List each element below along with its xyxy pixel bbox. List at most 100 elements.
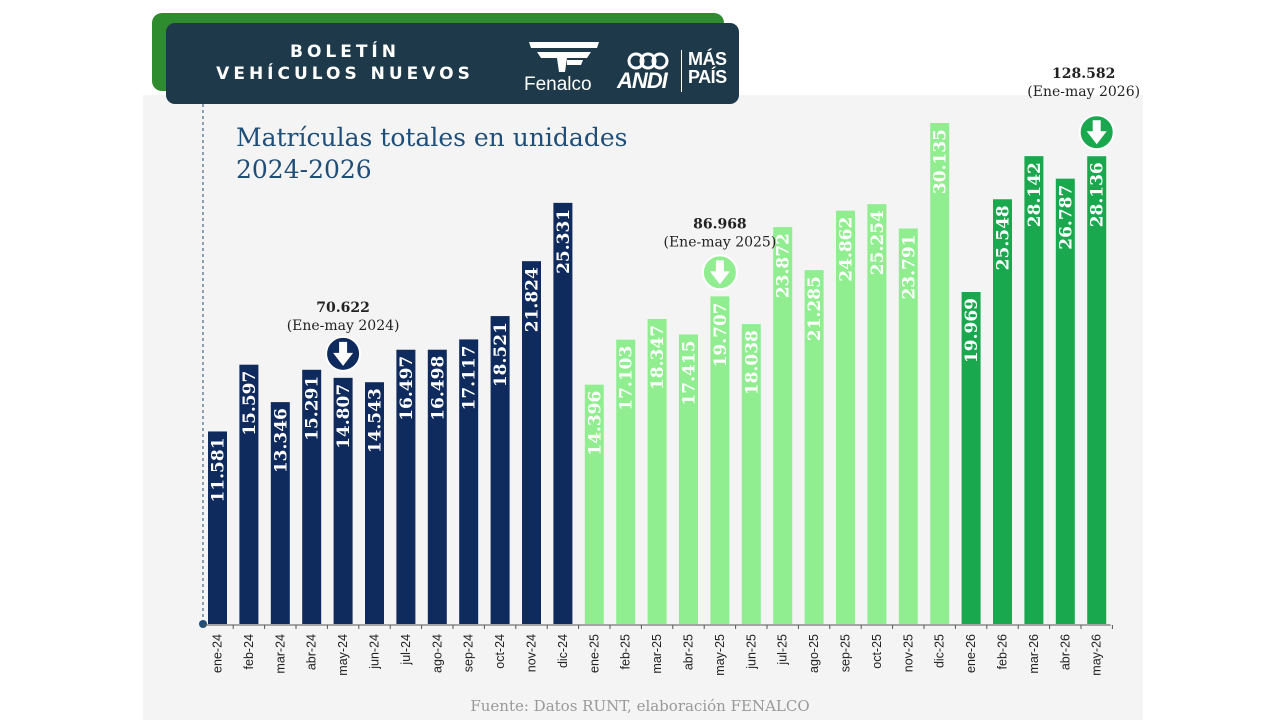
bar-ene-24 [208, 431, 227, 624]
mas-pais-line2: PAÍS [688, 67, 727, 87]
annotation-period: (Ene-may 2026) [1027, 84, 1140, 100]
annotation-period: (Ene-may 2024) [287, 318, 400, 334]
andi-logo-text: ANDI [617, 68, 668, 93]
bar-jul-25 [773, 227, 793, 625]
down-arrow-shape [333, 341, 354, 366]
x-tick-label-jul-25: jul-25 [776, 634, 790, 666]
bar-value-label-feb-26: 25.548 [994, 205, 1014, 270]
x-tick-label-mar-24: mar-24 [273, 634, 287, 674]
bar-mar-24 [270, 402, 290, 624]
bar-value-label-nov-24: 21.824 [523, 267, 543, 332]
bar-oct-24 [490, 316, 510, 624]
bar-value-label-ene-26: 19.969 [962, 298, 982, 363]
annotation-period: (Ene-may 2025) [664, 234, 777, 250]
x-tick-label-abr-26: abr-26 [1058, 634, 1072, 670]
bulletin-title-line2: VEHÍCULOS NUEVOS [216, 64, 474, 84]
x-tick-label-ago-25: ago-25 [807, 634, 821, 673]
bar-abr-24 [302, 369, 322, 624]
bar-value-label-oct-25: 25.254 [868, 210, 888, 275]
bar-value-label-oct-24: 18.521 [491, 322, 511, 387]
chart-title-line1: Matrículas totales en unidades [236, 123, 628, 152]
bar-oct-25 [867, 204, 887, 625]
bar-ago-24 [427, 349, 447, 624]
bar-abr-25 [679, 334, 698, 624]
bar-sep-25 [836, 210, 855, 624]
bar-abr-26 [1055, 178, 1075, 624]
bar-value-label-ene-25: 14.396 [585, 391, 605, 456]
x-tick-label-mar-26: mar-26 [1027, 634, 1041, 674]
bar-value-label-nov-25: 23.791 [899, 234, 919, 299]
bar-value-label-jul-24: 16.497 [397, 356, 417, 421]
bar-jul-24 [396, 349, 416, 624]
andi-logo-icon [627, 52, 669, 70]
bar-mar-26 [1024, 156, 1044, 624]
mas-pais-logo: MÁS PAÍS [688, 50, 727, 86]
bar-value-label-feb-25: 17.103 [617, 346, 637, 411]
bar-value-label-jun-25: 18.038 [742, 330, 762, 395]
bulletin-title-line1: BOLETÍN [289, 42, 400, 62]
bar-value-label-abr-24: 15.291 [303, 376, 323, 441]
bar-value-label-dic-25: 30.135 [931, 129, 951, 194]
bar-nov-24 [522, 261, 541, 624]
axis-origin-dot [199, 620, 207, 628]
bar-value-label-dic-24: 25.331 [554, 209, 574, 274]
bar-jun-24 [365, 382, 384, 624]
x-tick-label-dic-25: dic-25 [933, 634, 947, 668]
bar-may-26 [1087, 156, 1107, 624]
bar-value-label-abr-25: 17.415 [680, 340, 700, 405]
bar-dic-24 [553, 202, 573, 624]
bar-ago-25 [804, 270, 824, 624]
bulletin-title: BOLETÍN VEHÍCULOS NUEVOS [200, 41, 490, 85]
x-tick-label-may-26: may-26 [1090, 634, 1104, 676]
mas-pais-line1: MÁS [688, 49, 727, 69]
bar-value-label-feb-24: 15.597 [240, 371, 260, 436]
bar-value-label-may-24: 14.807 [334, 384, 354, 449]
x-tick-label-abr-24: abr-24 [305, 634, 319, 670]
x-tick-label-dic-24: dic-24 [556, 634, 570, 668]
chart-title: Matrículas totales en unidades 2024-2026 [236, 122, 627, 186]
bar-value-label-ago-25: 21.285 [805, 276, 825, 341]
x-tick-label-jul-24: jul-24 [399, 634, 413, 666]
annotation-total: 70.622 [316, 300, 370, 316]
bar-ene-26 [961, 292, 981, 624]
bar-value-label-mar-25: 18.347 [648, 325, 668, 390]
x-tick-label-sep-24: sep-24 [462, 634, 476, 672]
x-tick-label-oct-24: oct-24 [493, 634, 507, 669]
x-tick-label-mar-25: mar-25 [650, 634, 664, 674]
x-tick-label-feb-25: feb-25 [619, 634, 633, 669]
bar-may-25 [710, 296, 730, 624]
bar-feb-26 [993, 199, 1012, 624]
fenalco-logo-icon [529, 42, 599, 72]
bar-value-label-mar-24: 13.346 [271, 408, 291, 473]
fenalco-logo-text: Fenalco [524, 74, 592, 95]
bar-value-label-ene-24: 11.581 [209, 437, 229, 502]
x-tick-label-may-25: may-25 [713, 634, 727, 676]
bar-may-24 [333, 377, 353, 624]
bar-feb-25 [616, 339, 636, 624]
bar-jun-25 [741, 324, 761, 624]
bar-value-label-mar-26: 28.142 [1025, 162, 1045, 227]
x-tick-label-ene-25: ene-25 [587, 634, 601, 673]
bar-sep-24 [459, 339, 479, 624]
bar-ene-25 [584, 384, 604, 624]
bar-value-label-may-26: 28.136 [1088, 162, 1108, 227]
x-tick-label-ene-24: ene-24 [211, 634, 225, 673]
bar-dic-25 [930, 123, 950, 624]
bar-value-label-abr-26: 26.787 [1056, 185, 1076, 250]
x-tick-label-jun-24: jun-24 [368, 634, 382, 670]
bar-value-label-sep-24: 17.117 [460, 345, 480, 410]
annotation-total: 86.968 [693, 216, 747, 232]
x-tick-label-jun-25: jun-25 [744, 634, 758, 670]
bar-feb-24 [239, 364, 259, 624]
bar-value-label-jun-24: 14.543 [366, 388, 386, 453]
logo-divider [681, 50, 682, 92]
x-tick-label-oct-25: oct-25 [870, 634, 884, 669]
chart-title-line2: 2024-2026 [236, 155, 372, 184]
bar-value-label-ago-24: 16.498 [428, 356, 448, 421]
x-tick-label-ago-24: ago-24 [430, 634, 444, 673]
x-tick-label-may-24: may-24 [336, 634, 350, 676]
x-tick-label-sep-25: sep-25 [839, 634, 853, 672]
x-tick-label-nov-25: nov-25 [901, 634, 915, 672]
down-arrow-shape [709, 260, 730, 285]
